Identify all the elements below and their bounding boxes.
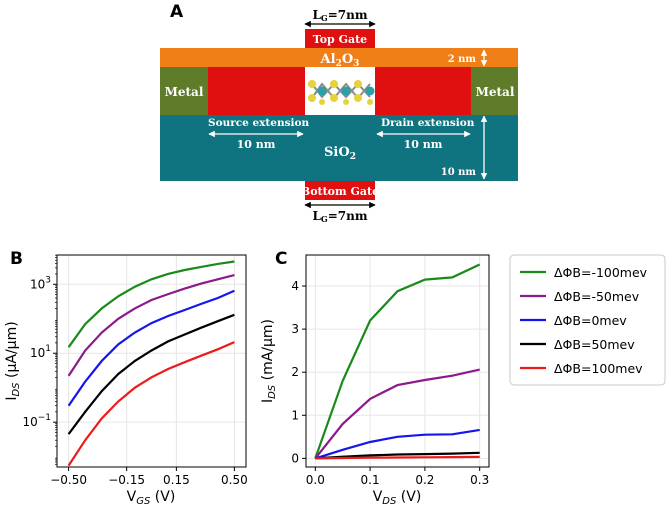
source-extension [208, 67, 305, 115]
panel-label-a: A [170, 2, 184, 22]
chart-b-series-line [67, 313, 235, 435]
source-extension-label: Source extension [208, 117, 309, 129]
chart-b-ticks: −0.50 −0.15 0.15 0.50 10−1 101 103 [22, 254, 248, 487]
chart-b-series-line [67, 341, 235, 467]
legend-label: ΔΦB=-100mev [554, 265, 648, 280]
chart-b: B −0.50 −0.15 0.15 0.50 10−1 101 103 VGS (V) I… [4, 249, 248, 507]
source-length-label: 10 nm [237, 138, 276, 151]
lg-bottom-label: LG=7nm [312, 209, 367, 224]
chart-b-xlabel: VGS (V) [127, 489, 176, 507]
chart-c-series-line [315, 455, 480, 460]
substrate-thickness-label: 10 nm [441, 167, 477, 178]
drain-extension [375, 67, 471, 115]
chart-c-xtick-label: 0.2 [415, 473, 434, 487]
legend: ΔΦB=-100mev ΔΦB=-50mev ΔΦB=0mev ΔΦB=50mev ΔΦ… [509, 254, 666, 386]
chart-b-series [67, 260, 235, 467]
chart-b-grid [57, 255, 246, 467]
top-gate [305, 29, 375, 48]
chart-b-ytick-label: 10−1 [22, 413, 51, 429]
panel-label-b: B [10, 249, 23, 269]
chart-b-xtick-label: 0.50 [221, 473, 248, 487]
panel-label-c: C [275, 249, 287, 269]
chart-c-ytick-label: 2 [291, 365, 299, 379]
chart-b-xtick-label: −0.50 [50, 473, 87, 487]
chart-b-series-line [67, 260, 235, 348]
bottom-gate-label: Bottom Gate [301, 185, 379, 198]
drain-extension-label: Drain extension [381, 117, 475, 129]
chart-c-series-line [314, 263, 481, 459]
top-gate-label: Top Gate [313, 33, 367, 46]
legend-box [509, 254, 666, 386]
metal-right-label: Metal [476, 85, 515, 99]
chart-b-ylabel: IDS (μA/μm) [4, 321, 22, 400]
oxide-layer [160, 48, 518, 67]
chart-c-xtick-label: 0.1 [361, 473, 380, 487]
legend-label: ΔΦB=-50mev [554, 289, 640, 304]
metal-left-label: Metal [165, 85, 204, 99]
chart-c-ytick-label: 1 [291, 408, 299, 422]
chart-b-ytick-label: 103 [30, 275, 51, 291]
chart-c-frame [305, 254, 490, 468]
chart-c-xtick-label: 0.3 [470, 473, 489, 487]
chart-b-xtick-label: −0.15 [108, 473, 145, 487]
metal-right [471, 67, 518, 115]
legend-label: ΔΦB=100mev [554, 361, 643, 376]
chart-c: C 0.0 0.1 0.2 0.3 0 1 2 3 4 VDS (V) IDS (mA/μm) [260, 249, 490, 507]
legend-items: ΔΦB=-100mev ΔΦB=-50mev ΔΦB=0mev ΔΦB=50mev ΔΦ… [520, 265, 648, 376]
chart-c-ytick-label: 0 [291, 451, 299, 465]
lg-top-label: LG=7nm [312, 8, 367, 23]
legend-label: ΔΦB=0mev [554, 313, 627, 328]
mos2-molecule-icon [308, 80, 375, 105]
substrate-label: SiO2 [324, 145, 356, 162]
chart-c-ticks: 0.0 0.1 0.2 0.3 0 1 2 3 4 [291, 279, 489, 487]
metal-left [160, 67, 208, 115]
device-schematic: A LG=7nm Top Gate Al2O3 2 nm Metal Metal [160, 2, 518, 224]
chart-b-xtick-label: 0.15 [163, 473, 190, 487]
legend-label: ΔΦB=50mev [554, 337, 635, 352]
chart-c-ytick-label: 3 [291, 322, 299, 336]
chart-c-series-line [314, 368, 480, 460]
chart-c-xtick-label: 0.0 [306, 473, 325, 487]
chart-c-ylabel: IDS (mA/μm) [260, 319, 278, 403]
oxide-thickness-label: 2 nm [448, 54, 477, 65]
bottom-gate [305, 181, 375, 200]
chart-c-xlabel: VDS (V) [373, 489, 422, 507]
drain-length-label: 10 nm [404, 138, 443, 151]
chart-c-series-line [315, 451, 480, 460]
chart-b-ytick-label: 101 [30, 344, 51, 360]
chart-c-ytick-label: 4 [291, 279, 299, 293]
substrate [160, 115, 518, 181]
chart-b-series-line [67, 274, 235, 377]
chart-c-series-line [314, 428, 480, 460]
oxide-label: Al2O3 [320, 52, 360, 69]
chart-b-series-line [67, 289, 235, 407]
chart-b-frame [56, 254, 247, 468]
chart-c-series [314, 263, 481, 460]
